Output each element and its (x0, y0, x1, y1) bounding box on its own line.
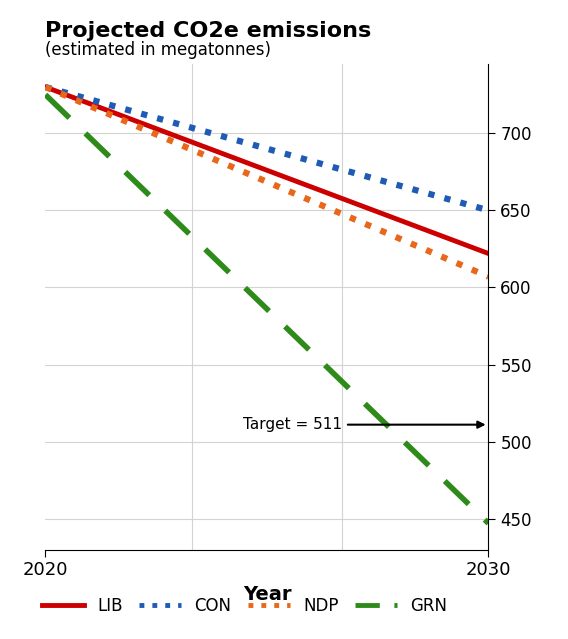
Text: Target = 511: Target = 511 (243, 417, 483, 432)
X-axis label: Year: Year (243, 585, 291, 604)
Text: (estimated in megatonnes): (estimated in megatonnes) (45, 41, 272, 59)
Text: Projected CO2e emissions: Projected CO2e emissions (45, 21, 371, 41)
Legend: LIB, CON, NDP, GRN: LIB, CON, NDP, GRN (36, 590, 454, 621)
